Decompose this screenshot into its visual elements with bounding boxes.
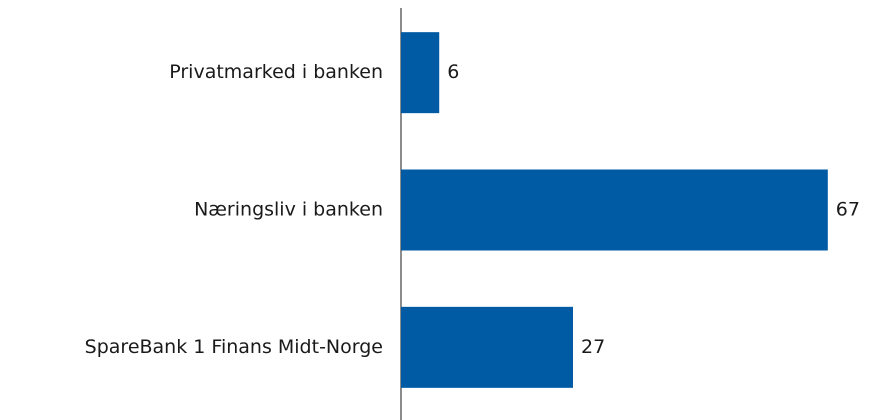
data-label: 27 <box>581 336 605 358</box>
category-label: SpareBank 1 Finans Midt-Norge <box>85 336 383 358</box>
category-label: Næringsliv i banken <box>194 199 383 221</box>
category-label: Privatmarked i banken <box>169 61 383 83</box>
bar <box>401 32 440 114</box>
bar <box>401 306 573 388</box>
data-label: 6 <box>447 61 459 83</box>
data-label: 67 <box>836 199 860 221</box>
bar <box>401 169 828 251</box>
